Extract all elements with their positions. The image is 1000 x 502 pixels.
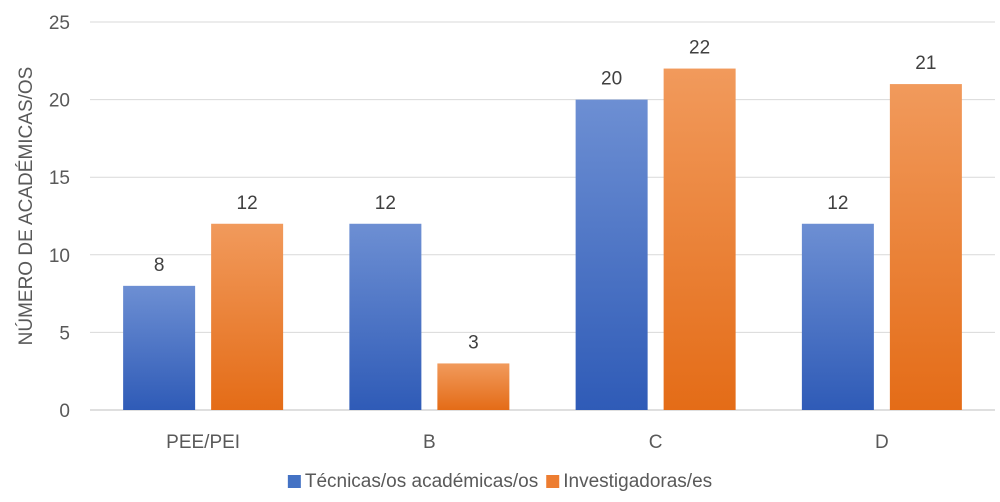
bar-tecnicas-c <box>575 99 648 410</box>
x-tick-label: PEE/PEI <box>166 432 240 453</box>
legend-item: Investigadoras/es <box>546 471 712 492</box>
data-label: 22 <box>689 38 710 59</box>
data-label: 21 <box>915 53 936 74</box>
bar-tecnicas-pee-pei <box>123 285 196 410</box>
data-label: 3 <box>468 332 479 353</box>
legend-item: Técnicas/os académicas/os <box>287 471 538 492</box>
data-label: 12 <box>375 193 396 214</box>
data-label: 8 <box>154 255 165 276</box>
x-tick-label: D <box>875 432 889 453</box>
data-label: 12 <box>827 193 848 214</box>
bar-investigadoras-d <box>889 84 962 410</box>
data-label: 20 <box>601 69 622 90</box>
legend-swatch <box>287 475 301 488</box>
bar-tecnicas-d <box>801 223 874 410</box>
bar-investigadoras-pee-pei <box>211 223 284 410</box>
legend: Técnicas/os académicas/os Investigadoras/… <box>287 471 712 492</box>
y-tick-label: 25 <box>49 13 70 34</box>
y-axis-ticks: 0 5 10 15 20 25 <box>49 13 70 422</box>
legend-label: Investigadoras/es <box>563 471 712 492</box>
data-label: 12 <box>237 193 258 214</box>
data-labels: 8 12 12 3 20 22 12 21 <box>154 38 937 354</box>
y-tick-label: 5 <box>59 323 70 344</box>
y-tick-label: 0 <box>59 401 70 422</box>
x-tick-label: C <box>649 432 663 453</box>
bars <box>123 68 962 410</box>
legend-label: Técnicas/os académicas/os <box>305 471 538 492</box>
bar-investigadoras-c <box>663 68 736 410</box>
bar-investigadoras-b <box>437 363 510 410</box>
legend-swatch <box>546 475 560 488</box>
y-tick-label: 15 <box>49 168 70 189</box>
bar-tecnicas-b <box>349 223 422 410</box>
y-tick-label: 10 <box>49 246 70 267</box>
y-tick-label: 20 <box>49 91 70 112</box>
x-axis-ticks: PEE/PEI B C D <box>166 432 889 453</box>
y-axis-title: NÚMERO DE ACADÉMICAS/OS <box>15 67 37 346</box>
x-tick-label: B <box>423 432 436 453</box>
